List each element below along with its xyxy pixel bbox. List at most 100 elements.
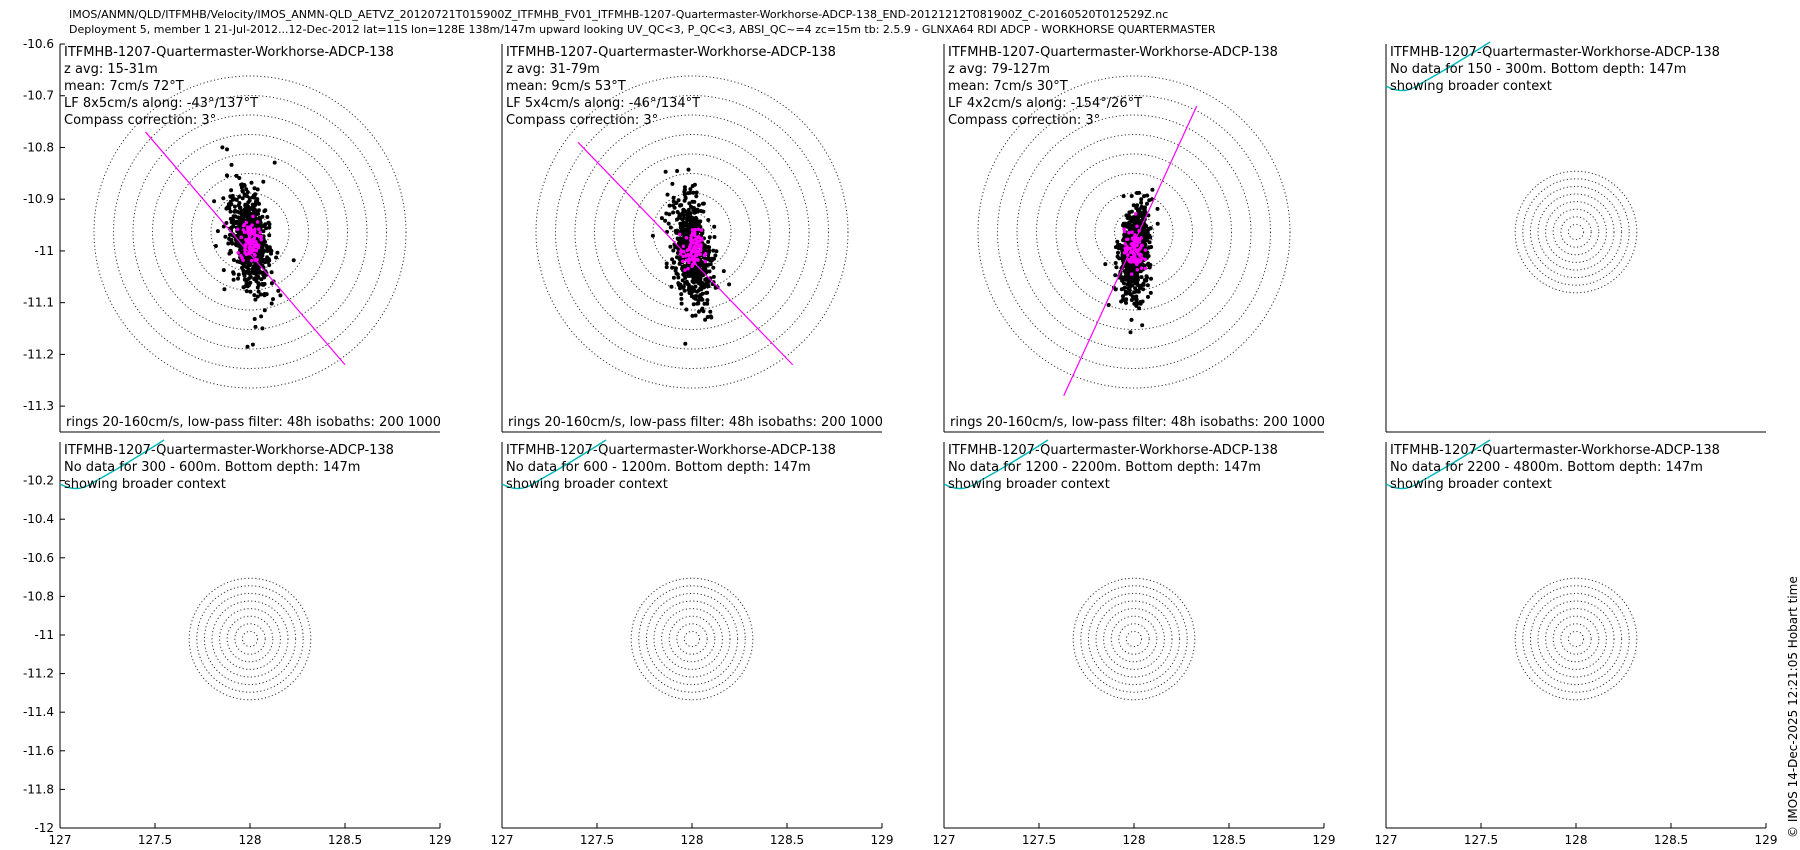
panel-title: ITFMHB-1207-Quartermaster-Workhorse-ADCP… <box>948 443 1278 458</box>
panel-title: ITFMHB-1207-Quartermaster-Workhorse-ADCP… <box>506 45 836 60</box>
context-ring <box>1560 216 1592 248</box>
range-ring <box>997 95 1271 369</box>
figure-title-line1: IMOS/ANMN/QLD/ITFMHB/Velocity/IMOS_ANMN-… <box>69 8 1169 21</box>
y-tick-label: -11.4 <box>23 705 54 719</box>
range-ring <box>1055 153 1213 311</box>
context-ring <box>1545 201 1607 263</box>
x-tick-label: 127.5 <box>1022 833 1056 847</box>
x-tick-label: 127.5 <box>580 833 614 847</box>
range-ring <box>132 114 368 350</box>
panel-1: rings 20-160cm/s, low-pass filter: 48h i… <box>501 44 958 433</box>
panel-annotation: No data for 2200 - 4800m. Bottom depth: … <box>1390 460 1703 475</box>
context-ring <box>1567 223 1585 241</box>
range-ring <box>1075 173 1193 291</box>
range-ring <box>171 153 329 311</box>
range-ring <box>93 75 407 389</box>
x-tick-label: 127.5 <box>138 833 172 847</box>
panel-annotation: Compass correction: 3° <box>64 113 216 128</box>
range-ring <box>613 153 771 311</box>
x-tick-label: 127 <box>933 833 956 847</box>
context-ring <box>188 577 312 701</box>
panel-4: 127 127.5 128 128.5 129 ITFMHB-1207-Quarterma… <box>49 439 451 847</box>
y-tick-label: -10.6 <box>23 37 54 51</box>
y-tick-label: -10.7 <box>23 89 54 103</box>
coastline <box>1385 439 1491 490</box>
range-ring <box>1094 192 1174 272</box>
y-tick-label: -11.2 <box>23 347 54 361</box>
x-tick-label: 127 <box>491 833 514 847</box>
context-ring <box>668 615 716 663</box>
y-tick-label: -10.6 <box>23 551 54 565</box>
coastline <box>59 439 165 490</box>
range-ring <box>633 173 751 291</box>
range-ring <box>652 192 732 272</box>
y-tick-label: -11 <box>34 244 54 258</box>
panel-title: ITFMHB-1207-Quartermaster-Workhorse-ADCP… <box>64 443 394 458</box>
context-ring <box>1118 623 1150 655</box>
panel-title: ITFMHB-1207-Quartermaster-Workhorse-ADCP… <box>1390 45 1720 60</box>
range-ring <box>191 173 309 291</box>
range-ring <box>535 75 849 389</box>
context-ring <box>196 585 304 693</box>
context-ring <box>1080 585 1188 693</box>
context-ring <box>226 615 274 663</box>
panel-annotation: showing broader context <box>506 477 668 492</box>
panel-annotation: mean: 7cm/s 72°T <box>64 79 184 94</box>
x-tick-label: 127 <box>49 833 72 847</box>
figure-title-line2: Deployment 5, member 1 21-Jul-2012...12-… <box>69 23 1216 36</box>
panel-annotation: z avg: 79-127m <box>948 62 1050 77</box>
range-ring <box>977 75 1291 389</box>
range-ring <box>1036 134 1232 330</box>
panel-annotation: z avg: 31-79m <box>506 62 600 77</box>
panel-2: rings 20-160cm/s, low-pass filter: 48h i… <box>943 44 1324 433</box>
panel-title: ITFMHB-1207-Quartermaster-Workhorse-ADCP… <box>506 443 836 458</box>
context-ring <box>1552 208 1600 256</box>
panel-annotation: No data for 300 - 600m. Bottom depth: 14… <box>64 460 360 475</box>
y-tick-label: -11.3 <box>23 399 54 413</box>
x-tick-label: 128 <box>1565 833 1588 847</box>
range-ring <box>230 212 270 252</box>
panel-title: ITFMHB-1207-Quartermaster-Workhorse-ADCP… <box>1390 443 1720 458</box>
context-ring <box>1087 592 1181 686</box>
panel-annotation: Compass correction: 3° <box>506 113 658 128</box>
principal-axis-line <box>577 141 794 366</box>
y-tick-label: -10.2 <box>23 474 54 488</box>
coastline <box>943 439 1049 490</box>
context-ring <box>676 623 708 655</box>
context-ring <box>1072 577 1196 701</box>
context-ring <box>1125 630 1143 648</box>
panel-annotation: showing broader context <box>948 477 1110 492</box>
panel-annotation: Compass correction: 3° <box>948 113 1100 128</box>
context-ring <box>211 600 289 678</box>
context-ring <box>1514 577 1638 701</box>
context-ring <box>203 592 297 686</box>
context-ring <box>1545 608 1607 670</box>
y-tick-label: -11.6 <box>23 744 54 758</box>
context-ring <box>219 608 281 670</box>
context-ring <box>241 630 259 648</box>
panel-annotation: No data for 150 - 300m. Bottom depth: 14… <box>1390 62 1686 77</box>
coastline <box>501 439 607 490</box>
context-ring <box>1560 623 1592 655</box>
panel-7: 127 127.5 128 128.5 129 ITFMHB-1207-Quarterma… <box>1375 439 1777 847</box>
x-tick-label: 128 <box>239 833 262 847</box>
x-tick-label: 129 <box>871 833 894 847</box>
context-ring <box>234 623 266 655</box>
panel-title: ITFMHB-1207-Quartermaster-Workhorse-ADCP… <box>948 45 1278 60</box>
x-tick-label: 128.5 <box>770 833 804 847</box>
panel-annotation: No data for 600 - 1200m. Bottom depth: 1… <box>506 460 811 475</box>
x-tick-label: 128.5 <box>1212 833 1246 847</box>
context-ring <box>1537 193 1615 271</box>
panel-footer: rings 20-160cm/s, low-pass filter: 48h i… <box>508 415 958 430</box>
context-ring <box>1095 600 1173 678</box>
y-tick-label: -10.8 <box>23 589 54 603</box>
y-tick-label: -11.1 <box>23 296 54 310</box>
range-ring <box>574 114 810 350</box>
panel-annotation: showing broader context <box>1390 477 1552 492</box>
context-ring <box>1529 592 1623 686</box>
panel-annotation: LF 5x4cm/s along: -46°/134°T <box>506 96 700 111</box>
x-tick-label: 128.5 <box>1654 833 1688 847</box>
panel-annotation: mean: 7cm/s 30°T <box>948 79 1068 94</box>
range-ring <box>594 134 790 330</box>
